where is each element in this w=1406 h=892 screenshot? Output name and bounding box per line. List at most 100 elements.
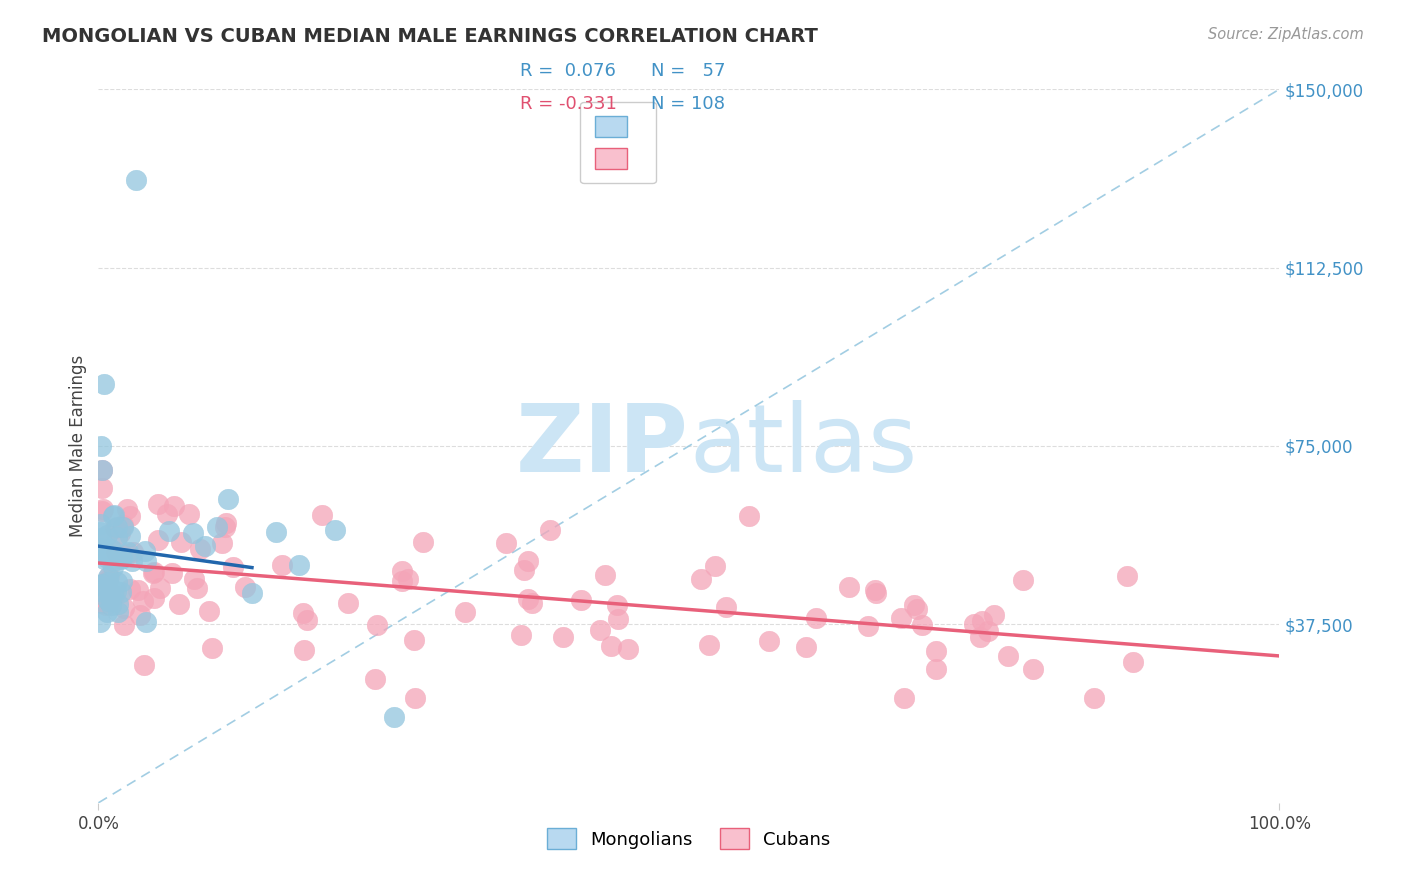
Point <box>146 497 169 511</box>
Text: R =  0.076: R = 0.076 <box>520 62 616 80</box>
Point <box>91 481 114 495</box>
Point <box>97 570 120 584</box>
Point <box>205 519 228 533</box>
Point <box>323 523 346 537</box>
Point <box>404 691 426 706</box>
Point <box>183 573 205 587</box>
Point <box>512 563 534 577</box>
Point <box>617 641 640 656</box>
Point <box>105 519 128 533</box>
Text: atlas: atlas <box>689 400 917 492</box>
Point <box>120 529 142 543</box>
Point <box>553 630 575 644</box>
Point <box>179 507 201 521</box>
Point <box>111 574 134 588</box>
Point <box>96 598 118 612</box>
Point <box>1083 691 1105 706</box>
Point <box>391 574 413 588</box>
Point <box>100 598 122 612</box>
Point <box>804 610 827 624</box>
Point <box>111 550 134 565</box>
Point <box>132 594 155 608</box>
Point <box>101 588 124 602</box>
Point <box>105 575 128 590</box>
Point <box>110 585 132 599</box>
Point <box>91 463 114 477</box>
Point <box>103 559 125 574</box>
Point <box>214 519 236 533</box>
Point <box>103 585 125 599</box>
Point <box>93 542 115 557</box>
Point <box>292 607 315 621</box>
Point <box>135 615 157 629</box>
Point <box>288 558 311 572</box>
Point <box>589 624 612 638</box>
Point <box>538 524 561 538</box>
Point <box>240 586 263 600</box>
Text: Source: ZipAtlas.com: Source: ZipAtlas.com <box>1208 27 1364 42</box>
Point <box>454 606 477 620</box>
Point <box>91 501 114 516</box>
Point <box>96 551 118 566</box>
Point <box>89 578 111 592</box>
Point <box>89 541 111 555</box>
Text: N = 108: N = 108 <box>651 95 725 113</box>
Point <box>186 581 208 595</box>
Point <box>160 566 183 580</box>
Point <box>125 172 148 186</box>
Point <box>890 611 912 625</box>
Point <box>115 502 138 516</box>
Point <box>143 565 166 579</box>
Point <box>117 547 139 561</box>
Text: ZIP: ZIP <box>516 400 689 492</box>
Point <box>96 591 118 606</box>
Text: N =   57: N = 57 <box>651 62 725 80</box>
Point <box>89 615 111 629</box>
Point <box>90 463 112 477</box>
Point <box>794 640 817 655</box>
Point <box>134 543 156 558</box>
Point <box>714 600 737 615</box>
Point <box>233 580 256 594</box>
Point <box>758 634 780 648</box>
Point <box>97 574 120 589</box>
Point <box>143 591 166 606</box>
Point <box>970 614 993 628</box>
Point <box>858 619 880 633</box>
Point <box>142 566 165 580</box>
Point <box>149 581 172 595</box>
Point <box>167 597 190 611</box>
Point <box>983 607 1005 622</box>
Point <box>170 535 193 549</box>
Text: R = -0.331: R = -0.331 <box>520 95 617 113</box>
Point <box>132 658 155 673</box>
Point <box>517 591 540 606</box>
Point <box>221 560 243 574</box>
Point <box>1116 569 1139 583</box>
Point <box>697 639 720 653</box>
Point <box>91 504 114 518</box>
Point <box>107 597 129 611</box>
Point <box>214 516 236 530</box>
Point <box>97 568 120 582</box>
Y-axis label: Median Male Earnings: Median Male Earnings <box>69 355 87 537</box>
Point <box>89 583 111 598</box>
Point <box>135 553 157 567</box>
Point <box>103 553 125 567</box>
Point <box>98 593 121 607</box>
Point <box>201 640 224 655</box>
Point <box>295 613 318 627</box>
Point <box>121 544 143 558</box>
Point <box>188 541 211 556</box>
Point <box>703 558 725 573</box>
Point <box>1012 574 1035 588</box>
Point <box>96 528 118 542</box>
Point <box>396 572 419 586</box>
Point <box>606 598 628 612</box>
Point <box>893 691 915 706</box>
Point <box>599 639 621 653</box>
Point <box>517 554 540 568</box>
Point <box>93 552 115 566</box>
Point <box>366 618 388 632</box>
Point <box>112 518 135 533</box>
